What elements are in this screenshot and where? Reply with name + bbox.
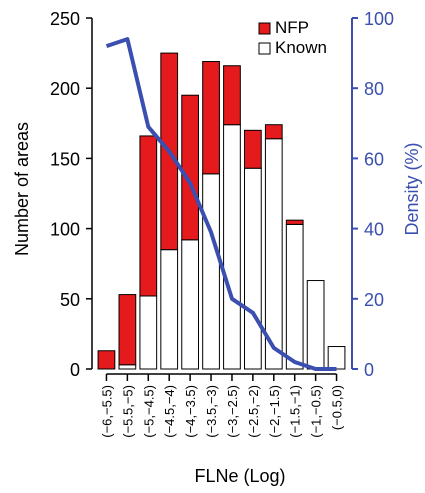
bar-known [139,295,158,370]
x-tick-label: (−1.5,−1) [288,385,303,438]
y-tick-label: 150 [50,149,80,169]
bar-known [223,124,241,370]
bar-known [181,239,199,370]
bar-known [118,364,137,370]
x-axis-label: FLNe (Log) [194,466,285,486]
x-tick-label: (−2,−1.5) [267,385,282,438]
x-tick-label: (−5.5,−5) [120,385,135,438]
x-tick-label: (−4,−3.5) [183,385,198,438]
y2-tick-label: 40 [364,220,384,240]
y-tick-label: 100 [50,220,80,240]
y-axis-label: Number of areas [12,122,32,256]
x-tick-label: (−3.5,−3) [204,385,219,438]
bar-known [244,167,262,370]
y2-tick-label: 0 [364,360,374,380]
legend-swatch-nfp [258,22,271,35]
legend-label-known: Known [275,38,327,57]
bar-known [160,249,179,370]
y-tick-label: 0 [70,360,80,380]
x-tick-label: (−4.5,−4) [162,385,177,438]
y2-tick-label: 20 [364,290,384,310]
bar-known [202,173,220,370]
legend: NFP Known [258,18,327,57]
bar-nfp [244,129,262,169]
y2-tick-label: 100 [364,9,394,29]
legend-label-nfp: NFP [275,18,309,37]
bar-nfp [223,65,241,126]
y-tick-label: 200 [50,79,80,99]
density-line [105,37,337,371]
bar-known [285,223,304,370]
x-tick-label: (−1,−0.5) [309,385,324,438]
bar-known [306,280,325,370]
bars-layer [97,52,346,370]
bar-nfp [118,294,137,366]
x-tick-label: (−5,−4.5) [141,385,156,438]
bar-nfp [139,135,158,297]
bar-known [327,346,346,370]
bar-nfp [202,61,220,175]
y-tick-label: 250 [50,9,80,29]
x-axis: (−6,−5.5) (−5.5,−5) (−5,−4.5) (−4.5,−4) (−4,… [99,373,345,438]
bar-nfp [181,94,199,241]
y2-tick-label: 60 [364,149,384,169]
x-tick-label: (−6,−5.5) [99,385,114,438]
x-tick-label: (−2.5,−2) [246,385,261,438]
y2-tick-label: 80 [364,79,384,99]
legend-swatch-known [258,42,271,55]
x-tick-label: (−0.5,0) [330,385,345,430]
bar-nfp [264,124,283,140]
left-axis: 0 50 100 150 200 250 [50,9,93,380]
y-tick-label: 50 [60,290,80,310]
y2-axis-label: Density (%) [402,142,422,235]
x-tick-label: (−3,−2.5) [225,385,240,438]
bar-nfp [97,350,116,370]
right-axis: 0 20 40 60 80 100 [351,9,394,380]
bar-nfp [285,219,304,225]
